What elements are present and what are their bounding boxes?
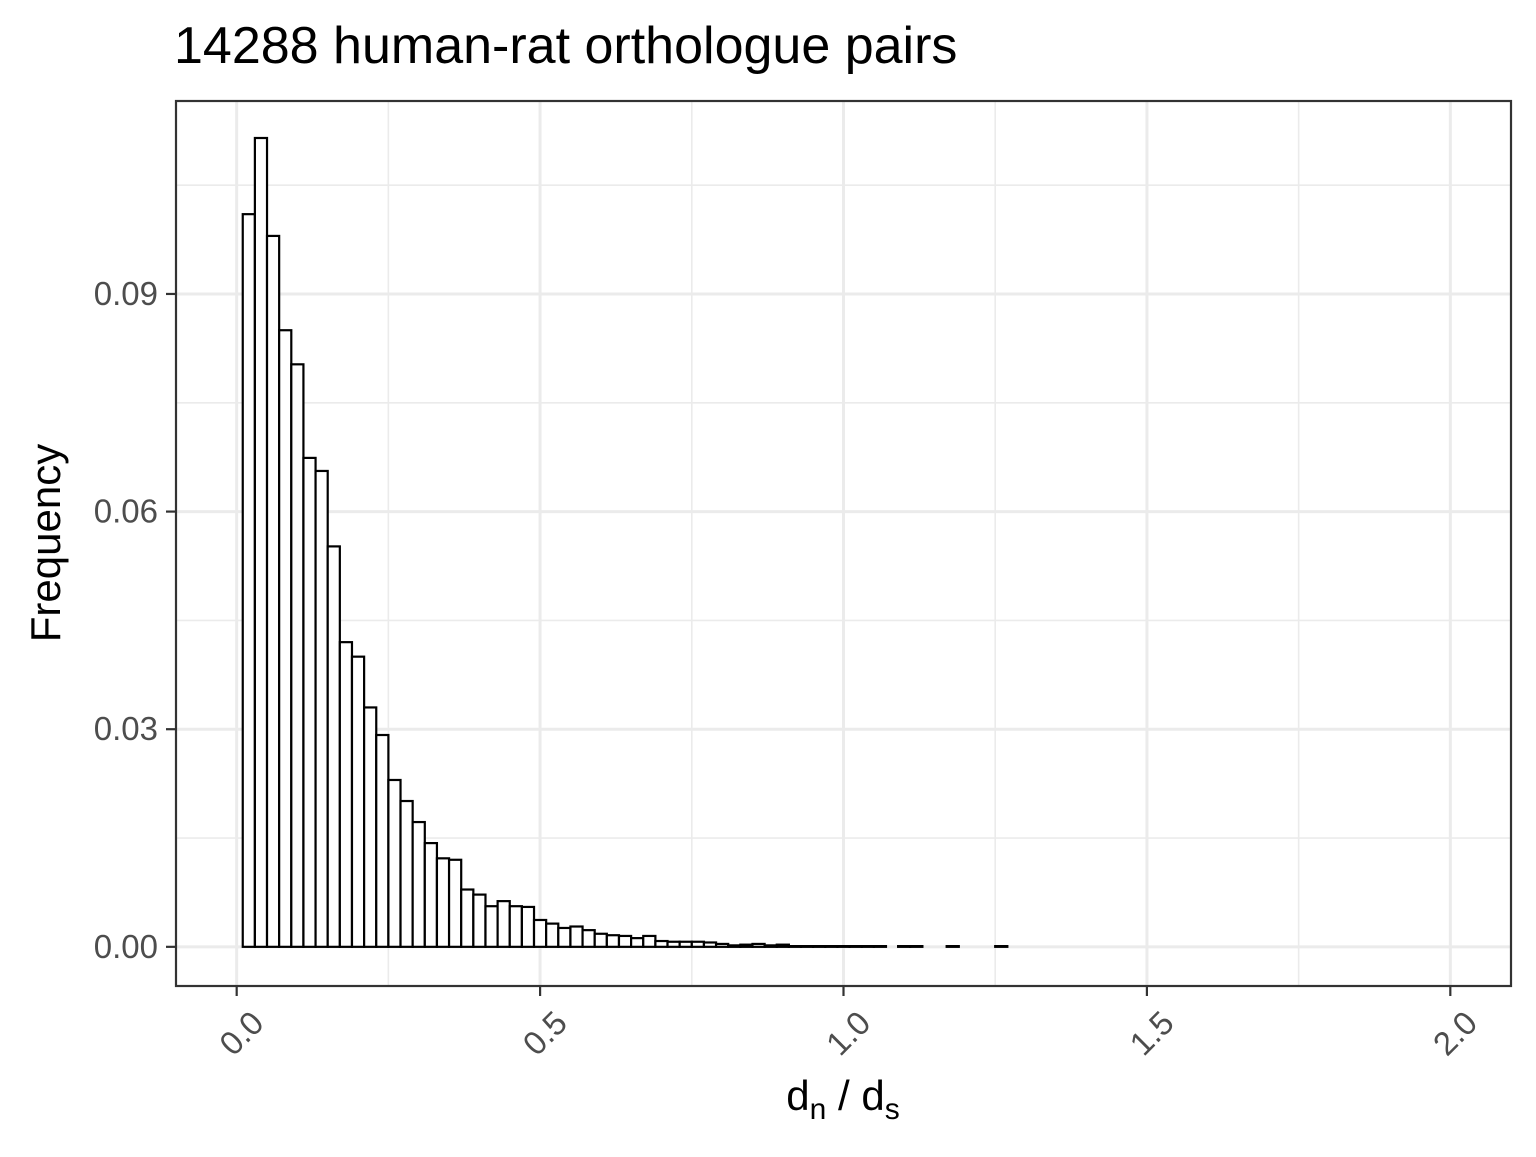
histogram-bar-21 [496,900,511,948]
histogram-bar-37 [690,940,706,948]
histogram-bar-23 [520,905,536,948]
histogram-bar-12 [387,778,402,948]
histogram-bars [241,136,1009,948]
histogram-bar-49 [836,945,851,948]
histogram-bar-8 [338,641,354,948]
histogram-bar-32 [630,937,645,948]
histogram-bar-39 [714,942,730,948]
histogram-bar-45 [787,945,803,948]
histogram-bar-40 [727,944,742,948]
y-tick-labels: 0.00 0.03 0.06 0.09 [94,275,158,965]
histogram-bar-52 [872,945,888,948]
histogram-bar-0 [241,213,256,948]
chart-title: 14288 human-rat orthologue pairs [174,17,957,75]
histogram-bar-41 [739,943,754,948]
axis-ticks [166,292,1452,996]
histogram-bar-26 [557,926,572,948]
histogram-bar-55 [909,945,924,948]
histogram-bar-20 [484,905,499,948]
histogram-bar-33 [642,934,657,948]
y-tick-label-1: 0.03 [94,710,158,747]
histogram-bar-4 [290,363,305,948]
x-axis-title: dn / ds [786,1072,899,1126]
y-tick-label-0: 0.00 [94,928,158,965]
histogram-bar-7 [326,545,341,948]
histogram-bar-15 [423,841,439,948]
histogram-bar-24 [532,918,548,948]
histogram-bar-38 [702,941,718,948]
histogram-bar-43 [763,944,778,948]
x-axis-title-sub-n: n [810,1093,827,1126]
histogram-bar-62 [994,945,1009,948]
histogram-bar-30 [605,934,621,948]
histogram-bar-6 [314,469,329,948]
histogram-bar-48 [824,945,839,948]
histogram-bar-47 [812,945,827,948]
histogram-bar-16 [435,857,451,948]
histogram-bar-13 [399,799,414,948]
x-axis-title-d: d [786,1072,809,1119]
histogram-bar-58 [945,945,960,948]
histogram-bar-34 [654,939,669,948]
x-axis-title-sep: / d [826,1072,884,1119]
histogram-bar-9 [350,655,366,948]
histogram-bar-2 [265,234,281,948]
y-tick-label-2: 0.06 [94,493,158,530]
histogram-bar-3 [278,329,293,948]
histogram-bar-50 [848,945,863,948]
histogram-bar-35 [666,940,681,948]
histogram-bar-27 [569,925,584,948]
histogram-bar-42 [751,942,766,948]
x-axis-title-sub-s: s [885,1093,900,1126]
histogram-bar-17 [447,858,463,948]
y-axis-title: Frequency [22,444,69,642]
histogram-bar-22 [508,905,523,948]
histogram-bar-46 [799,945,815,948]
histogram-bar-31 [617,934,633,948]
histogram-bar-25 [545,922,560,948]
histogram-bar-54 [897,945,912,948]
histogram-bar-19 [472,893,487,948]
histogram-bar-29 [593,932,608,948]
histogram-bar-28 [581,929,596,948]
histogram-bar-14 [411,820,426,948]
histogram-bar-10 [363,706,378,948]
histogram-bar-5 [302,456,317,948]
y-tick-label-3: 0.09 [94,275,158,312]
histogram-bar-11 [375,733,390,948]
histogram-bar-18 [460,888,475,948]
histogram-bar-51 [860,945,875,948]
histogram-bar-36 [678,940,693,948]
histogram-bar-1 [253,136,269,948]
histogram-bar-44 [775,943,790,948]
